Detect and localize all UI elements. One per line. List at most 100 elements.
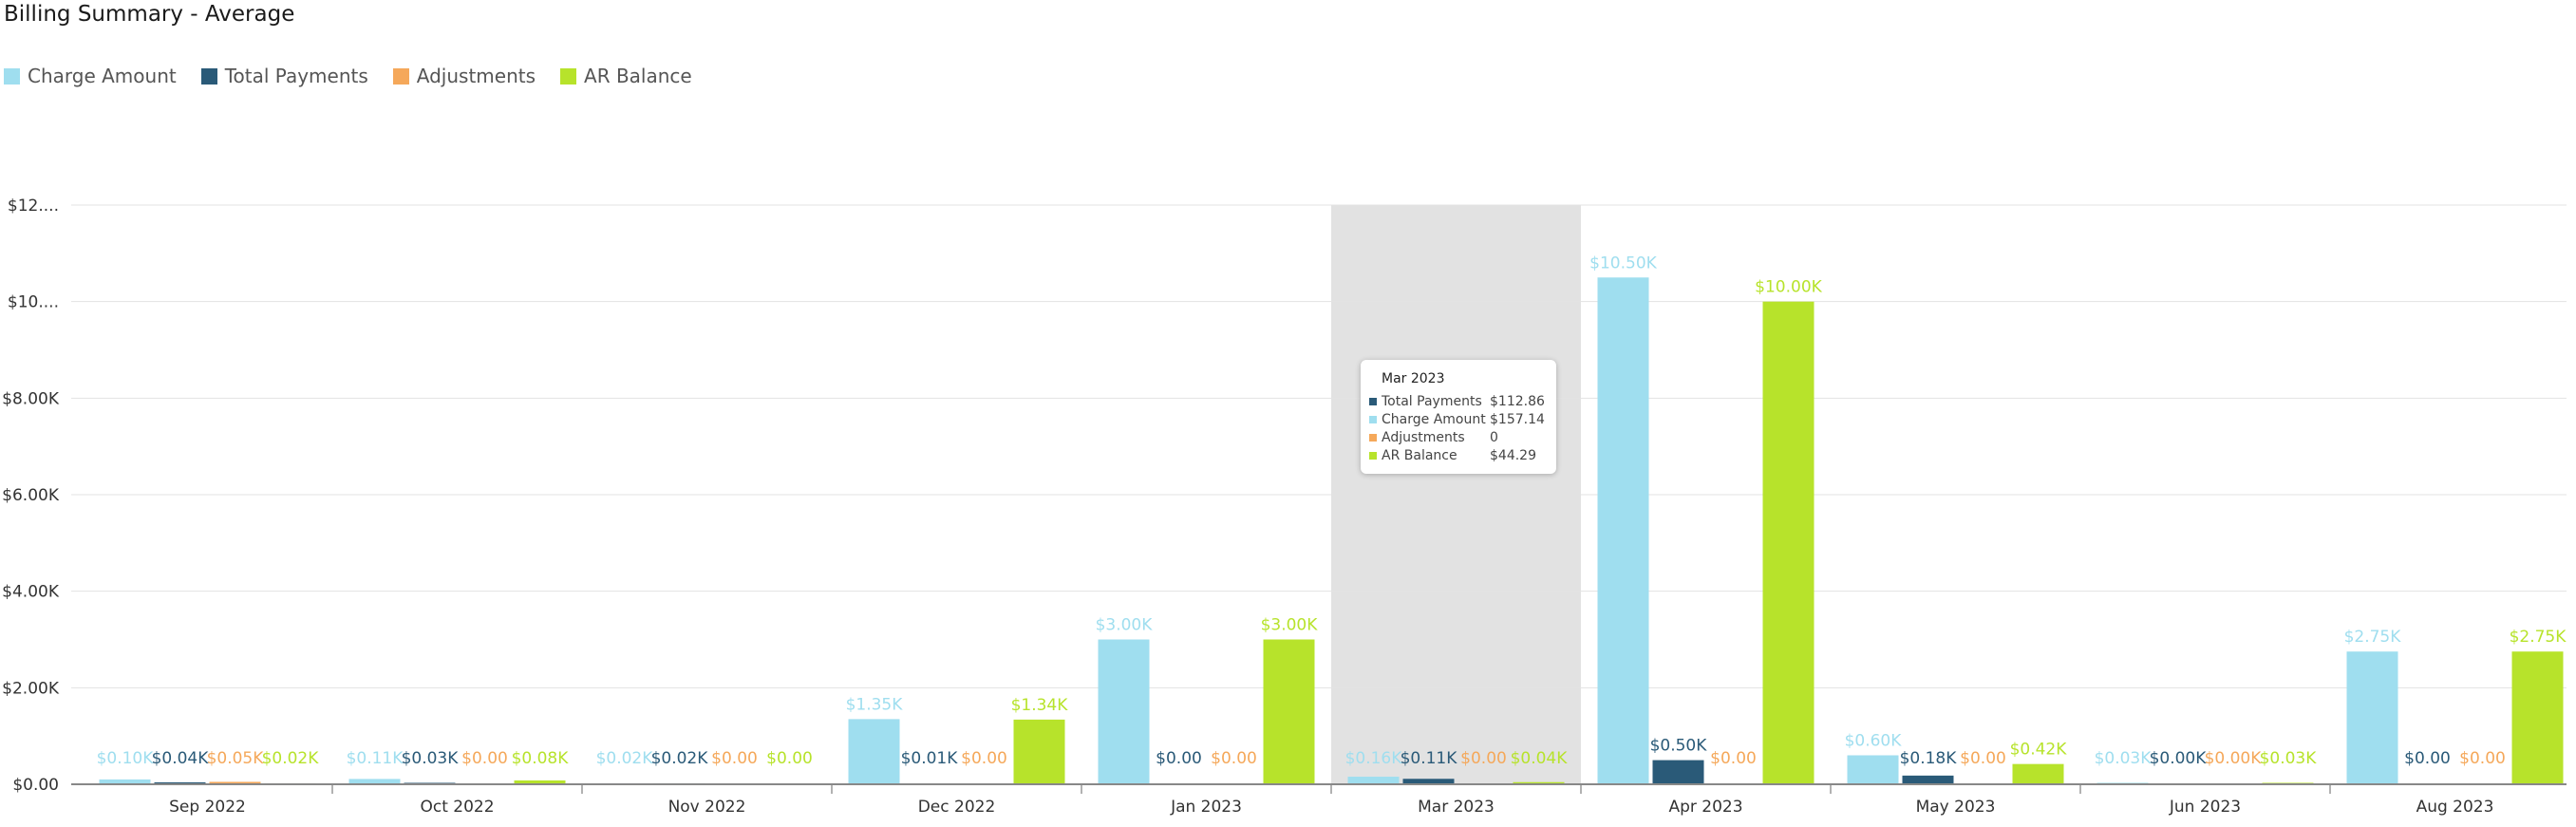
- y-tick-label: $2.00K: [2, 679, 60, 698]
- bar-ar-balance: [1013, 719, 1065, 784]
- tooltip-row-charge-amount: Charge Amount $157.14: [1369, 412, 1550, 427]
- tooltip-row-ar-balance: AR Balance $44.29: [1369, 448, 1550, 463]
- legend-swatch-charge-amount: [4, 67, 20, 85]
- data-label: $3.00K: [1096, 616, 1154, 635]
- data-label: $0.00K: [2205, 749, 2263, 768]
- legend-item-charge-amount[interactable]: Charge Amount: [4, 65, 177, 87]
- legend-item-adjustments[interactable]: Adjustments: [392, 65, 536, 87]
- tooltip-series-name: Total Payments: [1382, 394, 1482, 409]
- data-label: $0.11K: [1401, 749, 1458, 768]
- bar-charge-amount: [348, 779, 401, 784]
- data-label: $0.42K: [2010, 741, 2068, 760]
- bar-charge-amount: [1098, 639, 1150, 784]
- bar-charge-amount: [848, 719, 900, 784]
- legend-label-ar-balance: AR Balance: [584, 65, 692, 87]
- tooltip-series-value: $44.29: [1490, 448, 1536, 463]
- legend-swatch-ar-balance: [560, 67, 577, 85]
- tooltip-row-adjustments: Adjustments 0: [1369, 430, 1550, 445]
- data-label: $0.00: [1460, 749, 1507, 768]
- data-label: $0.10K: [97, 749, 155, 768]
- data-label: $0.00: [1960, 749, 2006, 768]
- data-label: $0.04K: [1511, 749, 1569, 768]
- bar-ar-balance: [1263, 639, 1315, 784]
- bar-ar-balance: [2511, 651, 2564, 784]
- data-label: $0.00: [2459, 749, 2506, 768]
- y-tick-label: $12....: [8, 197, 59, 216]
- bar-total-payments: [1652, 760, 1704, 784]
- x-tick-label: Oct 2022: [420, 798, 494, 817]
- data-label: $0.01K: [901, 749, 959, 768]
- bar-charge-amount: [2346, 651, 2398, 784]
- data-label: $0.08K: [512, 749, 570, 768]
- data-label: $0.00: [961, 749, 1007, 768]
- bar-ar-balance: [1513, 781, 1565, 784]
- legend-item-ar-balance[interactable]: AR Balance: [560, 65, 692, 87]
- bar-ar-balance: [2012, 763, 2064, 784]
- tooltip-series-value: $112.86: [1490, 394, 1545, 409]
- data-label: $0.50K: [1650, 737, 1708, 756]
- x-tick-label: Jun 2023: [2169, 798, 2241, 817]
- bar-adjustments: [209, 781, 261, 784]
- data-label: $0.00K: [2150, 749, 2208, 768]
- data-label: $0.02K: [596, 749, 654, 768]
- x-tick-label: Jan 2023: [1170, 798, 1242, 817]
- x-tick-label: Mar 2023: [1418, 798, 1495, 817]
- data-label: $0.02K: [262, 749, 320, 768]
- legend: Charge Amount Total Payments Adjustments…: [4, 65, 692, 87]
- legend-swatch-adjustments: [392, 67, 409, 85]
- hover-tooltip: Mar 2023 Total Payments $112.86 Charge A…: [1361, 360, 1556, 474]
- x-tick-label: May 2023: [1916, 798, 1996, 817]
- bar-total-payments: [1902, 775, 1954, 784]
- tooltip-row-total-payments: Total Payments $112.86: [1369, 394, 1550, 409]
- tooltip-title: Mar 2023: [1382, 371, 1445, 386]
- x-tick-label: Sep 2022: [169, 798, 246, 817]
- x-tick-label: Apr 2023: [1668, 798, 1742, 817]
- tooltip-series-name: AR Balance: [1382, 448, 1457, 463]
- legend-label-total-payments: Total Payments: [224, 65, 368, 87]
- data-label: $0.04K: [152, 749, 210, 768]
- tooltip-swatch: [1369, 416, 1377, 423]
- x-tick-label: Dec 2022: [918, 798, 996, 817]
- data-label: $1.35K: [846, 695, 904, 714]
- legend-item-total-payments[interactable]: Total Payments: [200, 65, 368, 87]
- data-label: $0.00: [1211, 749, 1257, 768]
- legend-label-charge-amount: Charge Amount: [28, 65, 177, 87]
- data-label: $0.00: [711, 749, 758, 768]
- tooltip-swatch: [1369, 452, 1377, 460]
- y-tick-label: $8.00K: [2, 389, 60, 408]
- data-label: $0.03K: [2095, 749, 2153, 768]
- y-tick-label: $4.00K: [2, 583, 60, 602]
- bar-total-payments: [1402, 779, 1455, 784]
- tooltip-series-name: Charge Amount: [1382, 412, 1486, 427]
- tooltip-series-value: 0: [1490, 430, 1498, 445]
- data-label: $0.05K: [207, 749, 265, 768]
- data-label: $0.00: [461, 749, 508, 768]
- y-tick-label: $0.00: [12, 776, 59, 795]
- data-label: $2.75K: [2510, 628, 2567, 647]
- data-label: $0.00: [766, 749, 813, 768]
- tooltip-swatch: [1369, 434, 1377, 442]
- legend-label-adjustments: Adjustments: [416, 65, 536, 87]
- bar-charge-amount: [1597, 277, 1649, 784]
- bar-charge-amount: [1347, 777, 1400, 784]
- tooltip-series-name: Adjustments: [1382, 430, 1465, 445]
- bar-total-payments: [154, 781, 206, 784]
- chart-title: Billing Summary - Average: [4, 2, 295, 27]
- bar-ar-balance: [514, 780, 566, 784]
- data-label: $0.11K: [347, 749, 404, 768]
- data-label: $3.00K: [1261, 616, 1319, 635]
- data-label: $0.03K: [402, 749, 460, 768]
- bar-ar-balance: [1762, 301, 1814, 784]
- y-tick-label: $6.00K: [2, 486, 60, 505]
- data-label: $0.00: [2404, 749, 2451, 768]
- data-label: $0.03K: [2260, 749, 2318, 768]
- data-label: $10.00K: [1755, 278, 1822, 297]
- data-label: $0.16K: [1345, 749, 1403, 768]
- y-tick-label: $10....: [8, 293, 59, 312]
- data-label: $0.00: [1156, 749, 1202, 768]
- data-label: $10.50K: [1589, 254, 1657, 273]
- tooltip-series-value: $157.14: [1490, 412, 1545, 427]
- data-label: $1.34K: [1011, 696, 1069, 715]
- x-tick-label: Nov 2022: [668, 798, 746, 817]
